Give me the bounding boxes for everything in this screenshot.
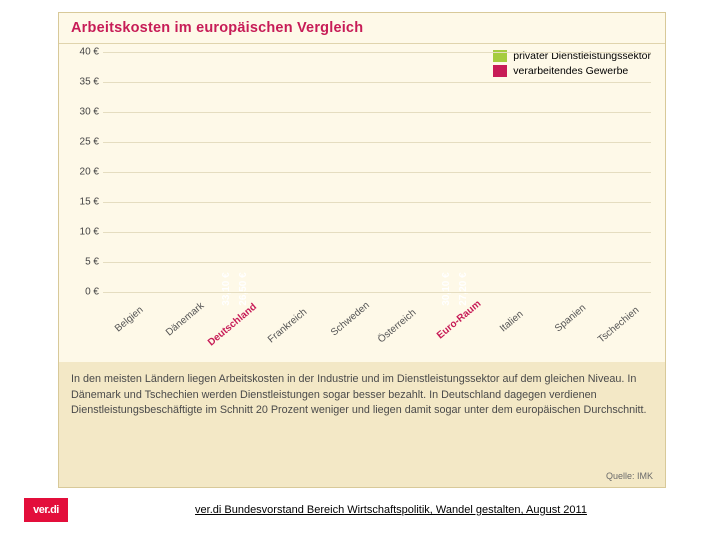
grid-line (103, 262, 651, 263)
x-tick-label: Belgien (113, 305, 146, 335)
grid-line (103, 112, 651, 113)
x-tick-label: Schweden (329, 300, 372, 338)
x-tick-label: Spanien (553, 303, 588, 335)
y-tick-label: 40 € (65, 47, 99, 58)
x-tick-label: Frankreich (266, 306, 309, 345)
grid-line (103, 172, 651, 173)
y-tick-label: 20 € (65, 167, 99, 178)
grid-line (103, 292, 651, 293)
grid-line (103, 52, 651, 53)
y-tick-label: 10 € (65, 227, 99, 238)
y-tick-label: 15 € (65, 197, 99, 208)
verdi-logo: ver.di (24, 498, 68, 522)
x-tick-label: Euro-Raum (435, 299, 483, 342)
x-tick-label: Dänemark (164, 300, 206, 338)
x-axis-labels: Belgien DänemarkDeutschlandFrankreich Schw… (103, 296, 651, 362)
x-tick-label: Deutschland (206, 302, 259, 349)
grid-line (103, 82, 651, 83)
title-bar: Arbeitskosten im europäischen Vergleich (59, 13, 665, 44)
grid-line (103, 202, 651, 203)
plot-region: 33,10 €26,50 €30,10 €27,20 € 0 €5 €10 €1… (103, 52, 651, 292)
chart-title: Arbeitskosten im europäischen Vergleich (71, 20, 653, 36)
y-tick-label: 35 € (65, 77, 99, 88)
y-tick-label: 25 € (65, 137, 99, 148)
grid-line (103, 142, 651, 143)
x-tick-label: Österreich (376, 307, 418, 345)
footer-text: ver.di Bundesvorstand Bereich Wirtschaft… (102, 504, 720, 516)
caption-text: In den meisten Ländern liegen Arbeitskos… (59, 362, 665, 425)
chart-area: privater Dienstleistungssektor verarbeit… (59, 44, 665, 362)
x-tick-label: Tschechien (596, 305, 641, 346)
footer: ver.di ver.di Bundesvorstand Bereich Wir… (0, 498, 720, 522)
y-tick-label: 30 € (65, 107, 99, 118)
x-tick-label: Italien (498, 309, 526, 335)
y-tick-label: 0 € (65, 287, 99, 298)
source-text: Quelle: IMK (606, 471, 653, 481)
grid-line (103, 232, 651, 233)
chart-panel: Arbeitskosten im europäischen Vergleich … (58, 12, 666, 488)
y-tick-label: 5 € (65, 257, 99, 268)
